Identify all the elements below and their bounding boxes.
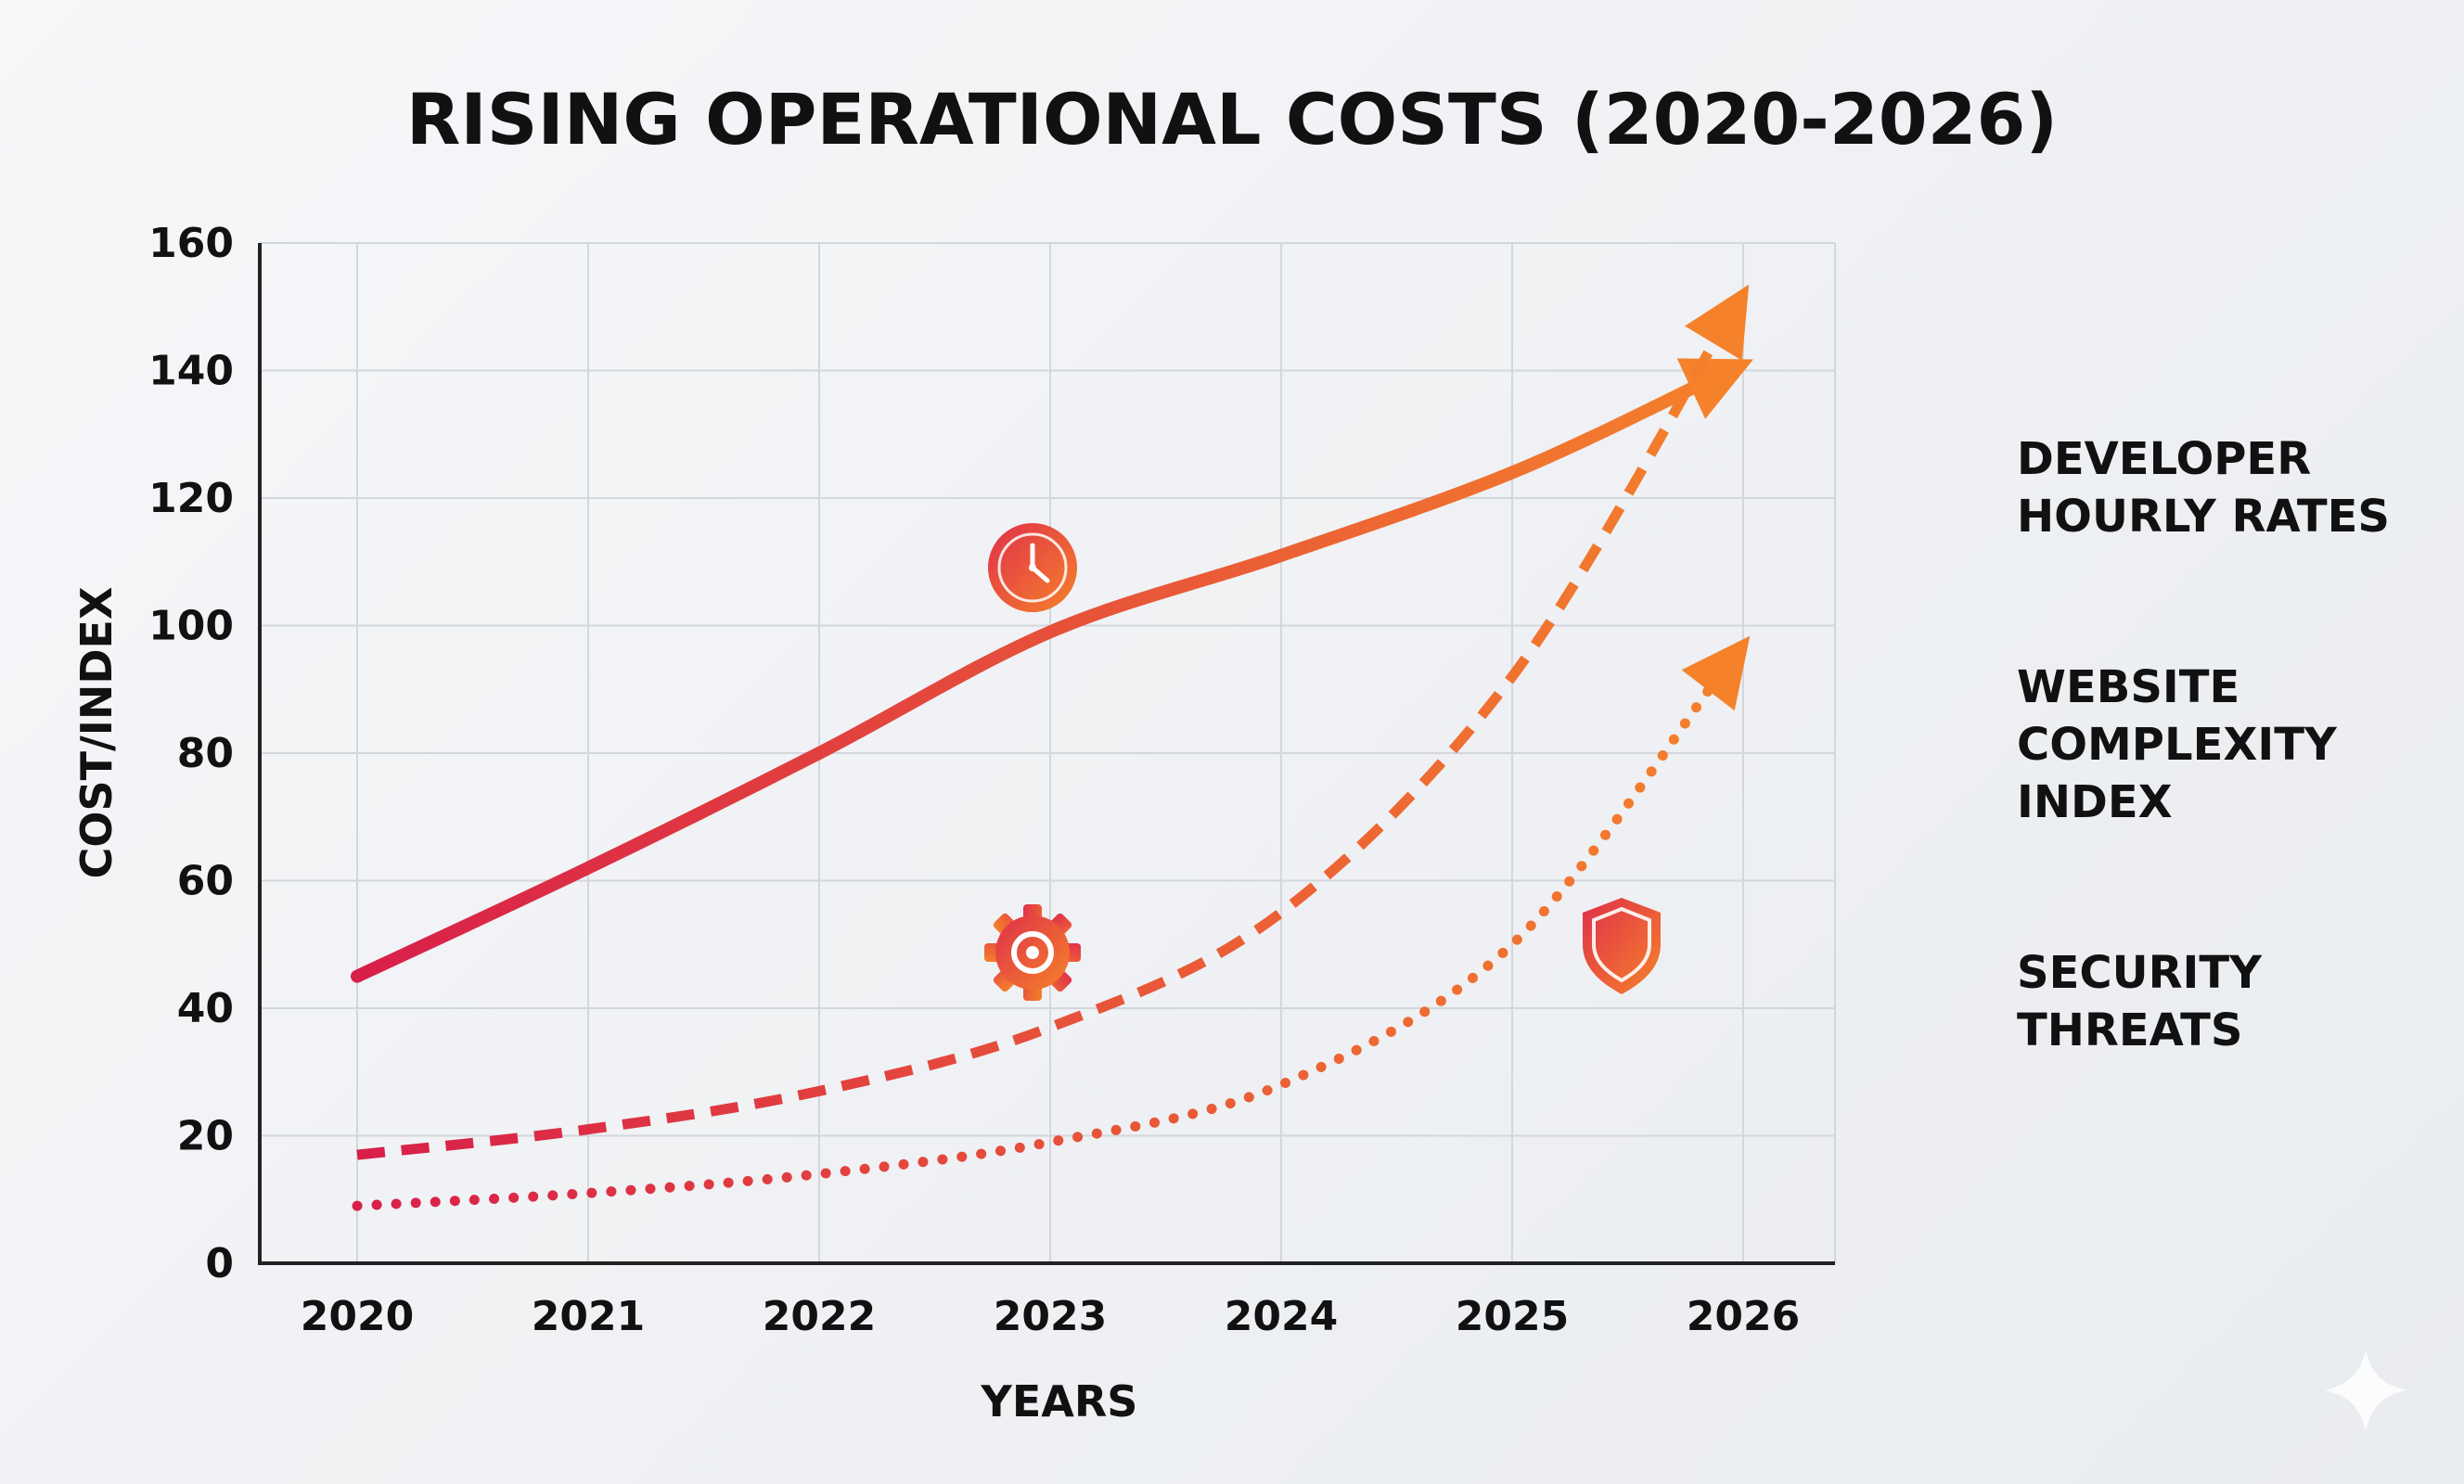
series-line-dashed	[356, 326, 1727, 1160]
y-tick-label: 80	[177, 730, 234, 777]
legend-label: THREATS	[2017, 1004, 2242, 1056]
gear-icon	[984, 904, 1081, 1001]
x-tick-label: 2022	[763, 1293, 876, 1340]
y-tick-label: 40	[177, 985, 234, 1032]
series-line-dotted	[352, 672, 1725, 1211]
legend-label: WEBSITE	[2017, 661, 2239, 713]
series-lines	[351, 284, 1753, 1211]
y-tick-label: 0	[205, 1240, 234, 1287]
legend-label: SECURITY	[2017, 947, 2263, 999]
series-arrowhead	[1681, 635, 1751, 711]
legend-label: DEVELOPER	[2017, 433, 2311, 485]
x-tick-label: 2025	[1456, 1293, 1569, 1340]
y-tick-label: 120	[148, 475, 234, 522]
legend-label: HOURLY RATES	[2017, 491, 2390, 543]
y-tick-labels: 0 20 40 60 80 100 120 140 160	[148, 220, 234, 1287]
clock-icon	[988, 523, 1077, 612]
x-tick-labels: 2020 2021 2022 2023 2024 2025 2026	[301, 1293, 1800, 1340]
shield-icon	[1583, 898, 1661, 994]
x-axis-label: YEARS	[981, 1376, 1138, 1426]
series-arrowhead	[1685, 284, 1750, 361]
sparkle-icon	[2325, 1350, 2406, 1431]
y-axis-label: COST/INDEX	[71, 587, 122, 879]
y-tick-label: 160	[148, 220, 234, 267]
grid-lines	[260, 242, 1836, 1263]
x-tick-label: 2024	[1225, 1293, 1338, 1340]
legend-label: COMPLEXITY	[2017, 719, 2338, 771]
y-tick-label: 100	[148, 603, 234, 650]
axes	[258, 243, 1835, 1265]
x-tick-label: 2020	[301, 1293, 414, 1340]
y-tick-label: 60	[177, 858, 234, 905]
legend-label: INDEX	[2017, 776, 2173, 828]
chart-title: RISING OPERATIONAL COSTS (2020-2026)	[406, 78, 2058, 160]
x-tick-label: 2026	[1687, 1293, 1800, 1340]
series-line-solid	[351, 375, 1713, 983]
y-tick-label: 140	[148, 348, 234, 395]
y-tick-label: 20	[177, 1113, 234, 1160]
legend-item: DEVELOPER HOURLY RATES	[1895, 433, 2390, 543]
x-tick-label: 2023	[994, 1293, 1107, 1340]
x-tick-label: 2021	[532, 1293, 645, 1340]
legend: DEVELOPER HOURLY RATES WEBSITE COMPLEXITYIN…	[1895, 433, 2390, 1056]
